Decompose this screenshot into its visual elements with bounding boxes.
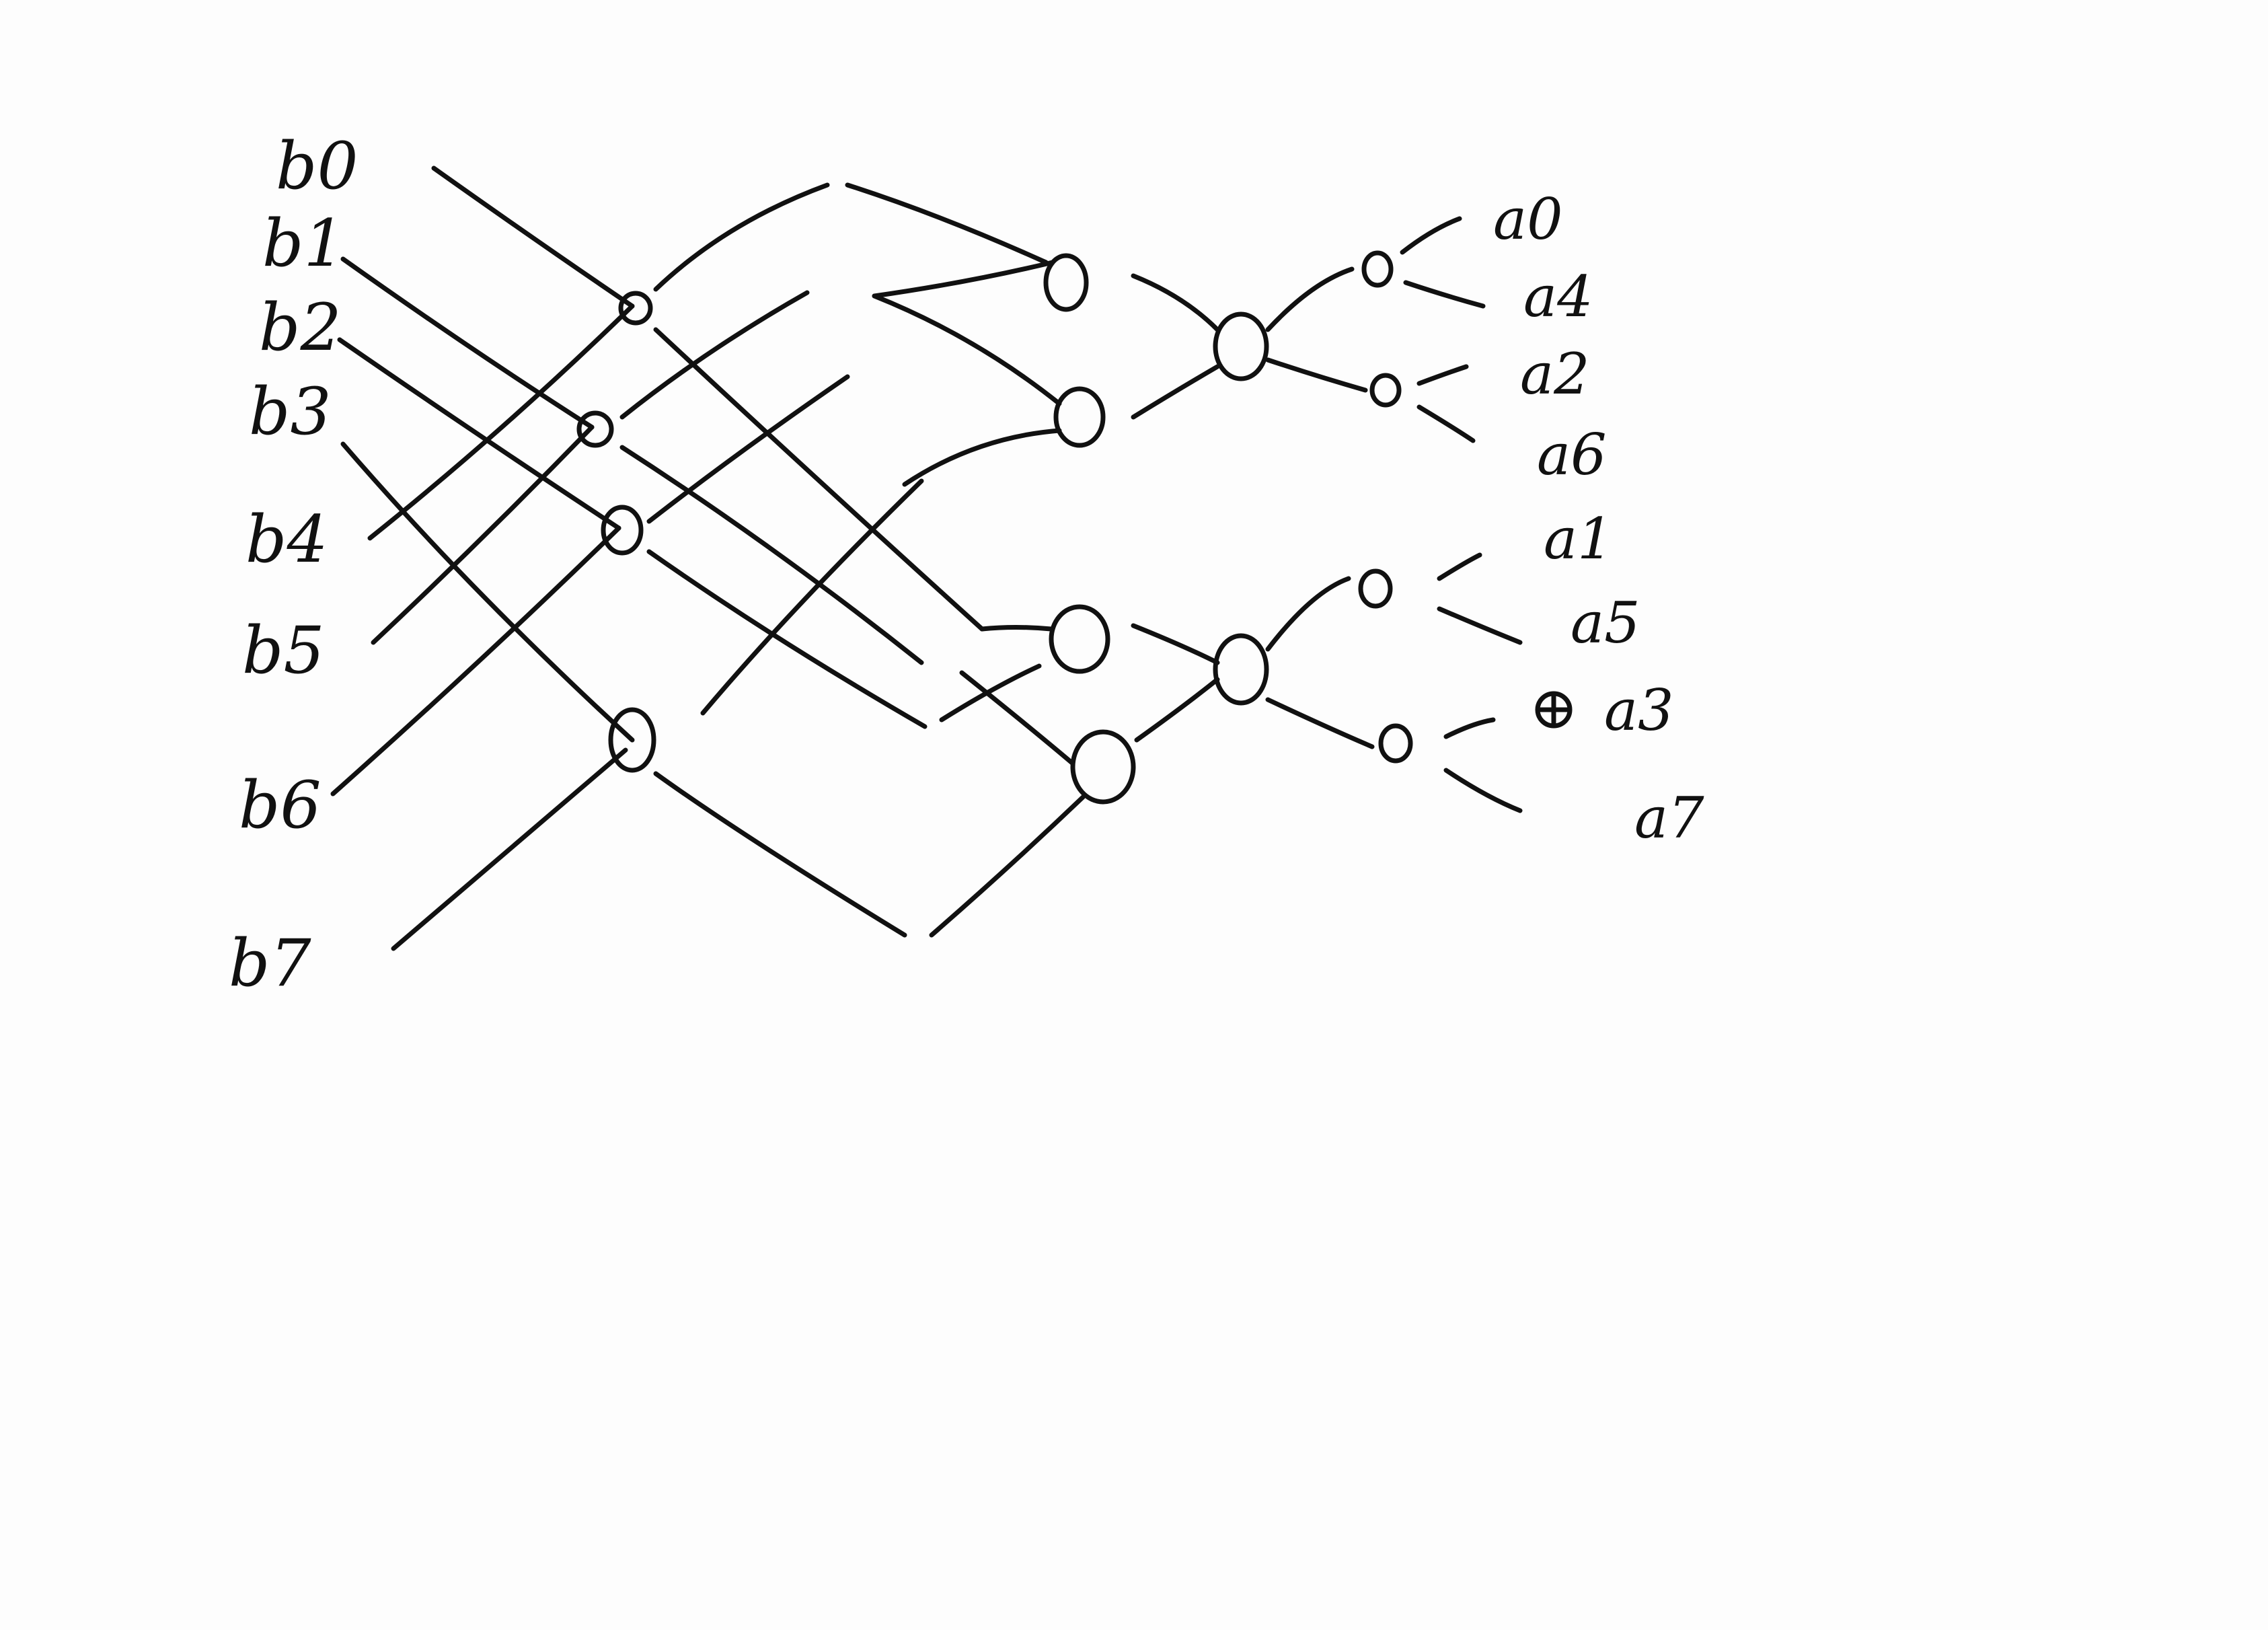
wire-s3n0-up: [1265, 266, 1355, 332]
wire-s3n1-down: [1265, 697, 1375, 749]
output-label-a0: a0: [1493, 186, 1563, 252]
stage-1-node-3: [608, 707, 656, 773]
wire-to-s2n2-b: [939, 663, 1042, 723]
wire-b3-to-node: [340, 441, 635, 743]
output-label-a4: a4: [1523, 264, 1593, 330]
wire-s1n3-down: [653, 771, 907, 938]
input-label-b7: b7: [229, 926, 311, 1001]
stage-2-node-0: [1043, 253, 1089, 312]
wire-s3n0-down: [1265, 357, 1368, 393]
stage-1-node-0: [618, 291, 653, 326]
stage-1-wires: [330, 165, 635, 951]
output-label-a5: a5: [1571, 590, 1640, 656]
wire-s1n2-down: [646, 549, 928, 729]
input-label-b4: b4: [245, 502, 328, 577]
wire-s1n2-up: [646, 374, 850, 524]
stage-3-node-0: [1213, 311, 1269, 381]
wire-b7-to-node: [391, 747, 628, 951]
wire-s1n1-up: [619, 290, 810, 420]
wire-b2-to-node: [337, 337, 621, 531]
input-label-b5: b5: [242, 613, 325, 688]
stage-2-wires: [619, 182, 985, 938]
wire-out-a1: [1437, 552, 1482, 581]
wire-out-a7: [1443, 768, 1523, 813]
stage-1-node-1: [576, 410, 614, 448]
wire-s1n0-up: [653, 182, 830, 292]
wire-to-s2n0-a: [845, 182, 1049, 265]
input-label-b1: b1: [262, 206, 345, 281]
final-stage-wires: [1265, 266, 1375, 749]
wire-s1n0-down: [653, 327, 985, 632]
output-label-a7: a7: [1634, 785, 1704, 851]
final-node-1: [1369, 373, 1402, 408]
stage-2-inbound-wires: [845, 182, 1086, 938]
wire-to-s2n0-b: [872, 260, 1055, 299]
wire-b4-to-node: [367, 303, 635, 541]
output-label-a6: a6: [1537, 422, 1607, 488]
stage-1-nodes: [576, 291, 656, 773]
stage-3-node-1: [1213, 633, 1269, 706]
output-label-a1: a1: [1544, 506, 1614, 572]
wire-b1-to-node: [340, 256, 595, 430]
stage-2-nodes: [1043, 253, 1136, 805]
stage-1-node-2: [601, 505, 644, 556]
wire-out-a4: [1403, 280, 1486, 309]
input-label-b6: b6: [239, 768, 322, 843]
output-labels: a0 a4 a2 a6 a1 a5 a3 a7: [1493, 186, 1704, 851]
wire-out-a2: [1416, 364, 1469, 386]
output-wires: [1400, 216, 1523, 813]
wire-b0-to-node: [431, 165, 635, 309]
input-label-b0: b0: [276, 128, 358, 204]
wire-to-s2n3-b: [929, 794, 1086, 938]
wire-to-s2n3-a: [959, 670, 1075, 766]
final-node-2: [1358, 568, 1393, 609]
wire-to-s2n1-a: [872, 293, 1062, 406]
wire-out-a0: [1400, 216, 1462, 255]
final-node-0: [1361, 250, 1394, 288]
wire-b5-to-node: [371, 424, 595, 645]
final-node-3: [1378, 723, 1413, 764]
stage-3-wires: [1131, 273, 1220, 743]
stage-2-node-2: [1049, 604, 1110, 674]
wire-out-a5: [1437, 606, 1523, 645]
input-label-b2: b2: [259, 290, 342, 365]
wire-to-s2n2-a: [979, 625, 1054, 632]
wire-s2n2-to-s3: [1131, 623, 1220, 665]
wire-to-s2n1-b: [902, 428, 1062, 487]
wire-s1n3-up: [700, 478, 924, 716]
stage-3-nodes: [1213, 311, 1269, 706]
output-label-a2: a2: [1520, 341, 1590, 407]
wire-b6-to-node: [330, 525, 621, 797]
scribble-mark: [1535, 691, 1573, 729]
wire-s2n0-to-s3: [1131, 273, 1220, 332]
wire-s2n1-to-s3: [1131, 364, 1220, 420]
stage-2-node-3: [1070, 729, 1136, 805]
input-labels: b0 b1 b2 b3 b4 b5 b6 b7: [229, 128, 358, 1001]
input-label-b3: b3: [249, 374, 332, 449]
wire-s1n1-down: [619, 445, 924, 665]
wire-s3n1-up: [1265, 576, 1351, 652]
wire-out-a3: [1443, 717, 1496, 739]
final-stage-nodes: [1358, 250, 1413, 764]
wire-s2n3-to-s3: [1134, 677, 1220, 743]
output-label-a3: a3: [1604, 677, 1674, 743]
scribble-cross: [1536, 692, 1571, 728]
stage-2-node-1: [1053, 386, 1106, 448]
wire-out-a6: [1416, 404, 1476, 443]
